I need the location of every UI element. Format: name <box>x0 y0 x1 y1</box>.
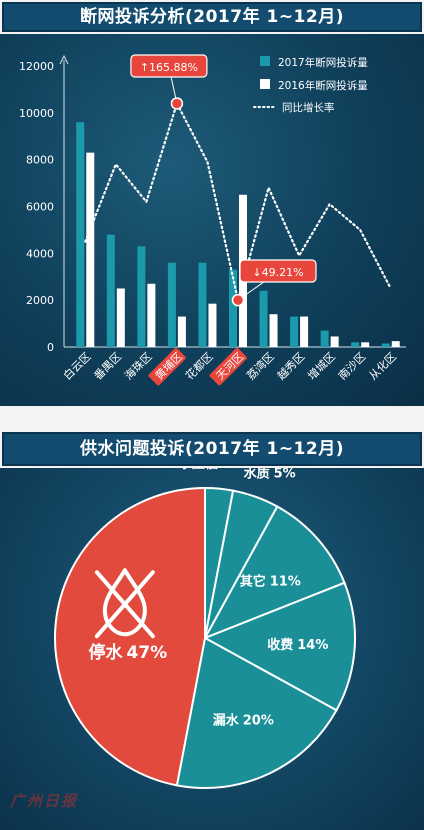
pie-slice <box>54 486 206 787</box>
x-tick-group: 白云区 <box>60 349 93 382</box>
x-tick-label: 荔湾区 <box>244 349 277 382</box>
annotation-label: ↓49.21% <box>252 266 303 279</box>
water-drop-shape <box>102 568 147 637</box>
bar-2017 <box>320 330 329 347</box>
bar-2017 <box>229 269 237 347</box>
x-tick-label: 番禺区 <box>92 350 125 383</box>
pie-slice <box>175 636 338 789</box>
annotation-box <box>130 54 208 78</box>
chart2-title-banner: 供水问题投诉(2017年 1~12月) <box>2 432 422 466</box>
x-tick-group: 增城区 <box>305 349 338 382</box>
x-tick-highlight <box>148 348 186 386</box>
x-tick-label: 从化区 <box>366 349 399 382</box>
x-tick-label: 黄埔区 <box>152 349 185 382</box>
pie-slice-value: 14% <box>297 638 328 653</box>
legend-label-2016: 2016年断网投诉量 <box>278 79 368 92</box>
bar-2016 <box>177 316 186 347</box>
y-tick-label: 2000 <box>26 294 54 307</box>
legend-swatch-2017 <box>260 56 270 66</box>
bar-2016 <box>269 314 278 347</box>
chart1-title: 断网投诉分析(2017年 1~12月) <box>79 7 344 27</box>
bar-2016 <box>147 283 156 347</box>
pie-slice-name: 收费 <box>267 637 293 653</box>
x-tick-group: 荔湾区 <box>244 349 277 382</box>
x-tick-label: 越秀区 <box>274 349 307 382</box>
pie-slice-name: 漏水 <box>213 712 240 728</box>
legend-swatch-2016 <box>260 79 270 89</box>
pie-slice <box>202 581 356 712</box>
x-tick-group: 天河区 <box>209 348 247 386</box>
bar-2016 <box>116 288 125 347</box>
pie-slice-name: 水质 <box>244 468 270 481</box>
pie-slice-value: 3% <box>222 468 244 472</box>
x-tick-group: 花都区 <box>183 350 216 383</box>
y-tick-label: 6000 <box>26 201 54 214</box>
bar-line-chart: 0 2000 4000 6000 8000 10000 12000 白云区番禺区海珠区黄埔区花… <box>19 54 406 386</box>
newspaper-watermark: 广州日报 <box>10 792 79 810</box>
pie-slice-name: 其它 <box>240 573 266 589</box>
pie-slice-label: 水质 5% <box>244 468 296 481</box>
pie-slice <box>202 505 346 640</box>
cross-stroke <box>94 570 155 639</box>
no-water-icon <box>94 568 155 639</box>
bar-2016 <box>361 342 370 347</box>
bar-2017 <box>106 234 115 347</box>
bar-2017 <box>167 262 176 347</box>
pie-slice-value: 20% <box>243 713 274 728</box>
y-tick-label: 0 <box>47 341 54 354</box>
y-axis-arrow-icon <box>59 54 69 65</box>
bar-2017 <box>290 316 299 347</box>
pie-slice-label: 其它 11% <box>240 573 301 589</box>
y-tick-label: 4000 <box>26 247 54 260</box>
x-tick-label: 白云区 <box>60 349 93 382</box>
bar-2017 <box>198 262 207 347</box>
annotation-point <box>231 293 245 307</box>
bar-2016 <box>391 341 400 347</box>
x-tick-group: 南沙区 <box>336 350 369 383</box>
bar-2017 <box>259 290 268 347</box>
bar-2016 <box>86 152 95 347</box>
legend-label-2017: 2017年断网投诉量 <box>278 56 368 69</box>
bar-2017 <box>137 246 146 347</box>
annotation-label: ↑165.88% <box>140 61 198 74</box>
x-tick-group: 黄埔区 <box>148 348 186 386</box>
pie-slice-name: 水压低 <box>179 468 218 472</box>
pie-slice-value: 5% <box>274 468 296 481</box>
bar-2016 <box>300 316 309 347</box>
pie-slice-label: 停水 47% <box>89 642 168 663</box>
x-tick-label: 海珠区 <box>121 349 154 382</box>
bar-2016 <box>208 303 217 347</box>
x-tick-group: 从化区 <box>366 349 399 382</box>
pie-slice-label: 收费 14% <box>267 637 328 653</box>
x-tick-label: 南沙区 <box>336 350 369 383</box>
legend-label-growth: 同比增长率 <box>282 101 335 114</box>
chart2-title: 供水问题投诉(2017年 1~12月) <box>79 439 344 459</box>
pie-slice-label: 漏水 20% <box>213 712 274 728</box>
pie-slice-name: 停水 <box>89 642 124 663</box>
chart1-title-banner: 断网投诉分析(2017年 1~12月) <box>2 2 422 32</box>
bar-2017 <box>351 342 360 347</box>
bar-2016 <box>330 336 339 347</box>
pie-slice-label: 水压低 3% <box>179 468 244 472</box>
pie-slice-value: 47% <box>127 643 168 663</box>
annotation-point <box>170 97 184 110</box>
x-tick-group: 海珠区 <box>121 349 154 382</box>
y-tick-label: 10000 <box>19 107 54 120</box>
bar-2017 <box>381 343 390 347</box>
growth-rate-line <box>84 100 392 301</box>
bar-2017 <box>76 122 85 347</box>
bar-line-chart-panel: 0 2000 4000 6000 8000 10000 12000 白云区 番禺区 海珠区 黄埔区花… <box>0 34 424 406</box>
y-tick-label: 8000 <box>26 154 54 167</box>
y-tick-label: 12000 <box>19 60 54 73</box>
x-tick-highlight <box>209 348 247 386</box>
x-tick-group: 越秀区 <box>274 349 307 382</box>
annotation-box <box>239 259 317 283</box>
x-tick-label: 花都区 <box>183 350 216 383</box>
x-tick-group: 番禺区 <box>92 350 125 383</box>
x-tick-label: 增城区 <box>305 349 338 382</box>
pie-slice-value: 11% <box>270 574 301 589</box>
